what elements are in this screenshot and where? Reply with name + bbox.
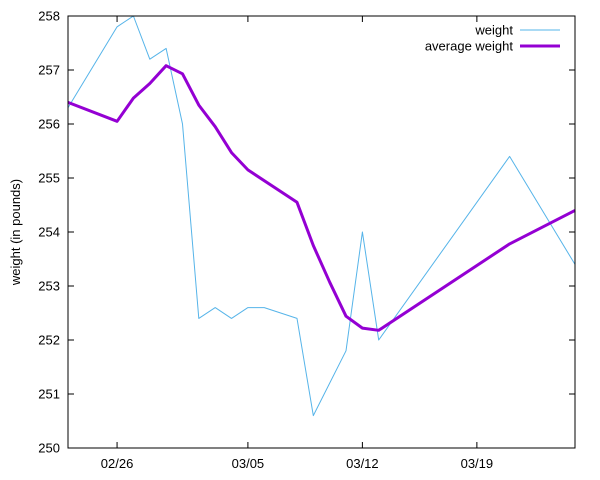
x-tick-label: 02/26: [101, 456, 134, 471]
tick-marks: [68, 15, 575, 449]
x-tick-label: 03/12: [346, 456, 379, 471]
y-tick-label: 254: [38, 225, 60, 240]
legend-label-average-weight: average weight: [425, 39, 514, 54]
x-tick-labels: 02/26 03/05 03/12 03/19: [101, 456, 493, 471]
y-tick-label: 255: [38, 171, 60, 186]
weight-series-line: [67, 15, 576, 417]
legend-label-weight: weight: [474, 23, 513, 38]
y-tick-label: 253: [38, 279, 60, 294]
series-layer: [67, 15, 576, 417]
average-weight-series-line: [67, 64, 576, 332]
y-axis-label: weight (in pounds): [8, 179, 23, 286]
x-tick-label: 03/19: [461, 456, 494, 471]
y-tick-label: 250: [38, 441, 60, 456]
y-tick-label: 256: [38, 117, 60, 132]
plot-frame: [67, 15, 576, 449]
y-tick-labels: 250 251 252 253 254 255 256 257 258: [38, 9, 60, 456]
y-tick-label: 258: [38, 9, 60, 24]
y-tick-label: 257: [38, 63, 60, 78]
y-tick-label: 251: [38, 387, 60, 402]
x-tick-label: 03/05: [232, 456, 265, 471]
y-tick-label: 252: [38, 333, 60, 348]
